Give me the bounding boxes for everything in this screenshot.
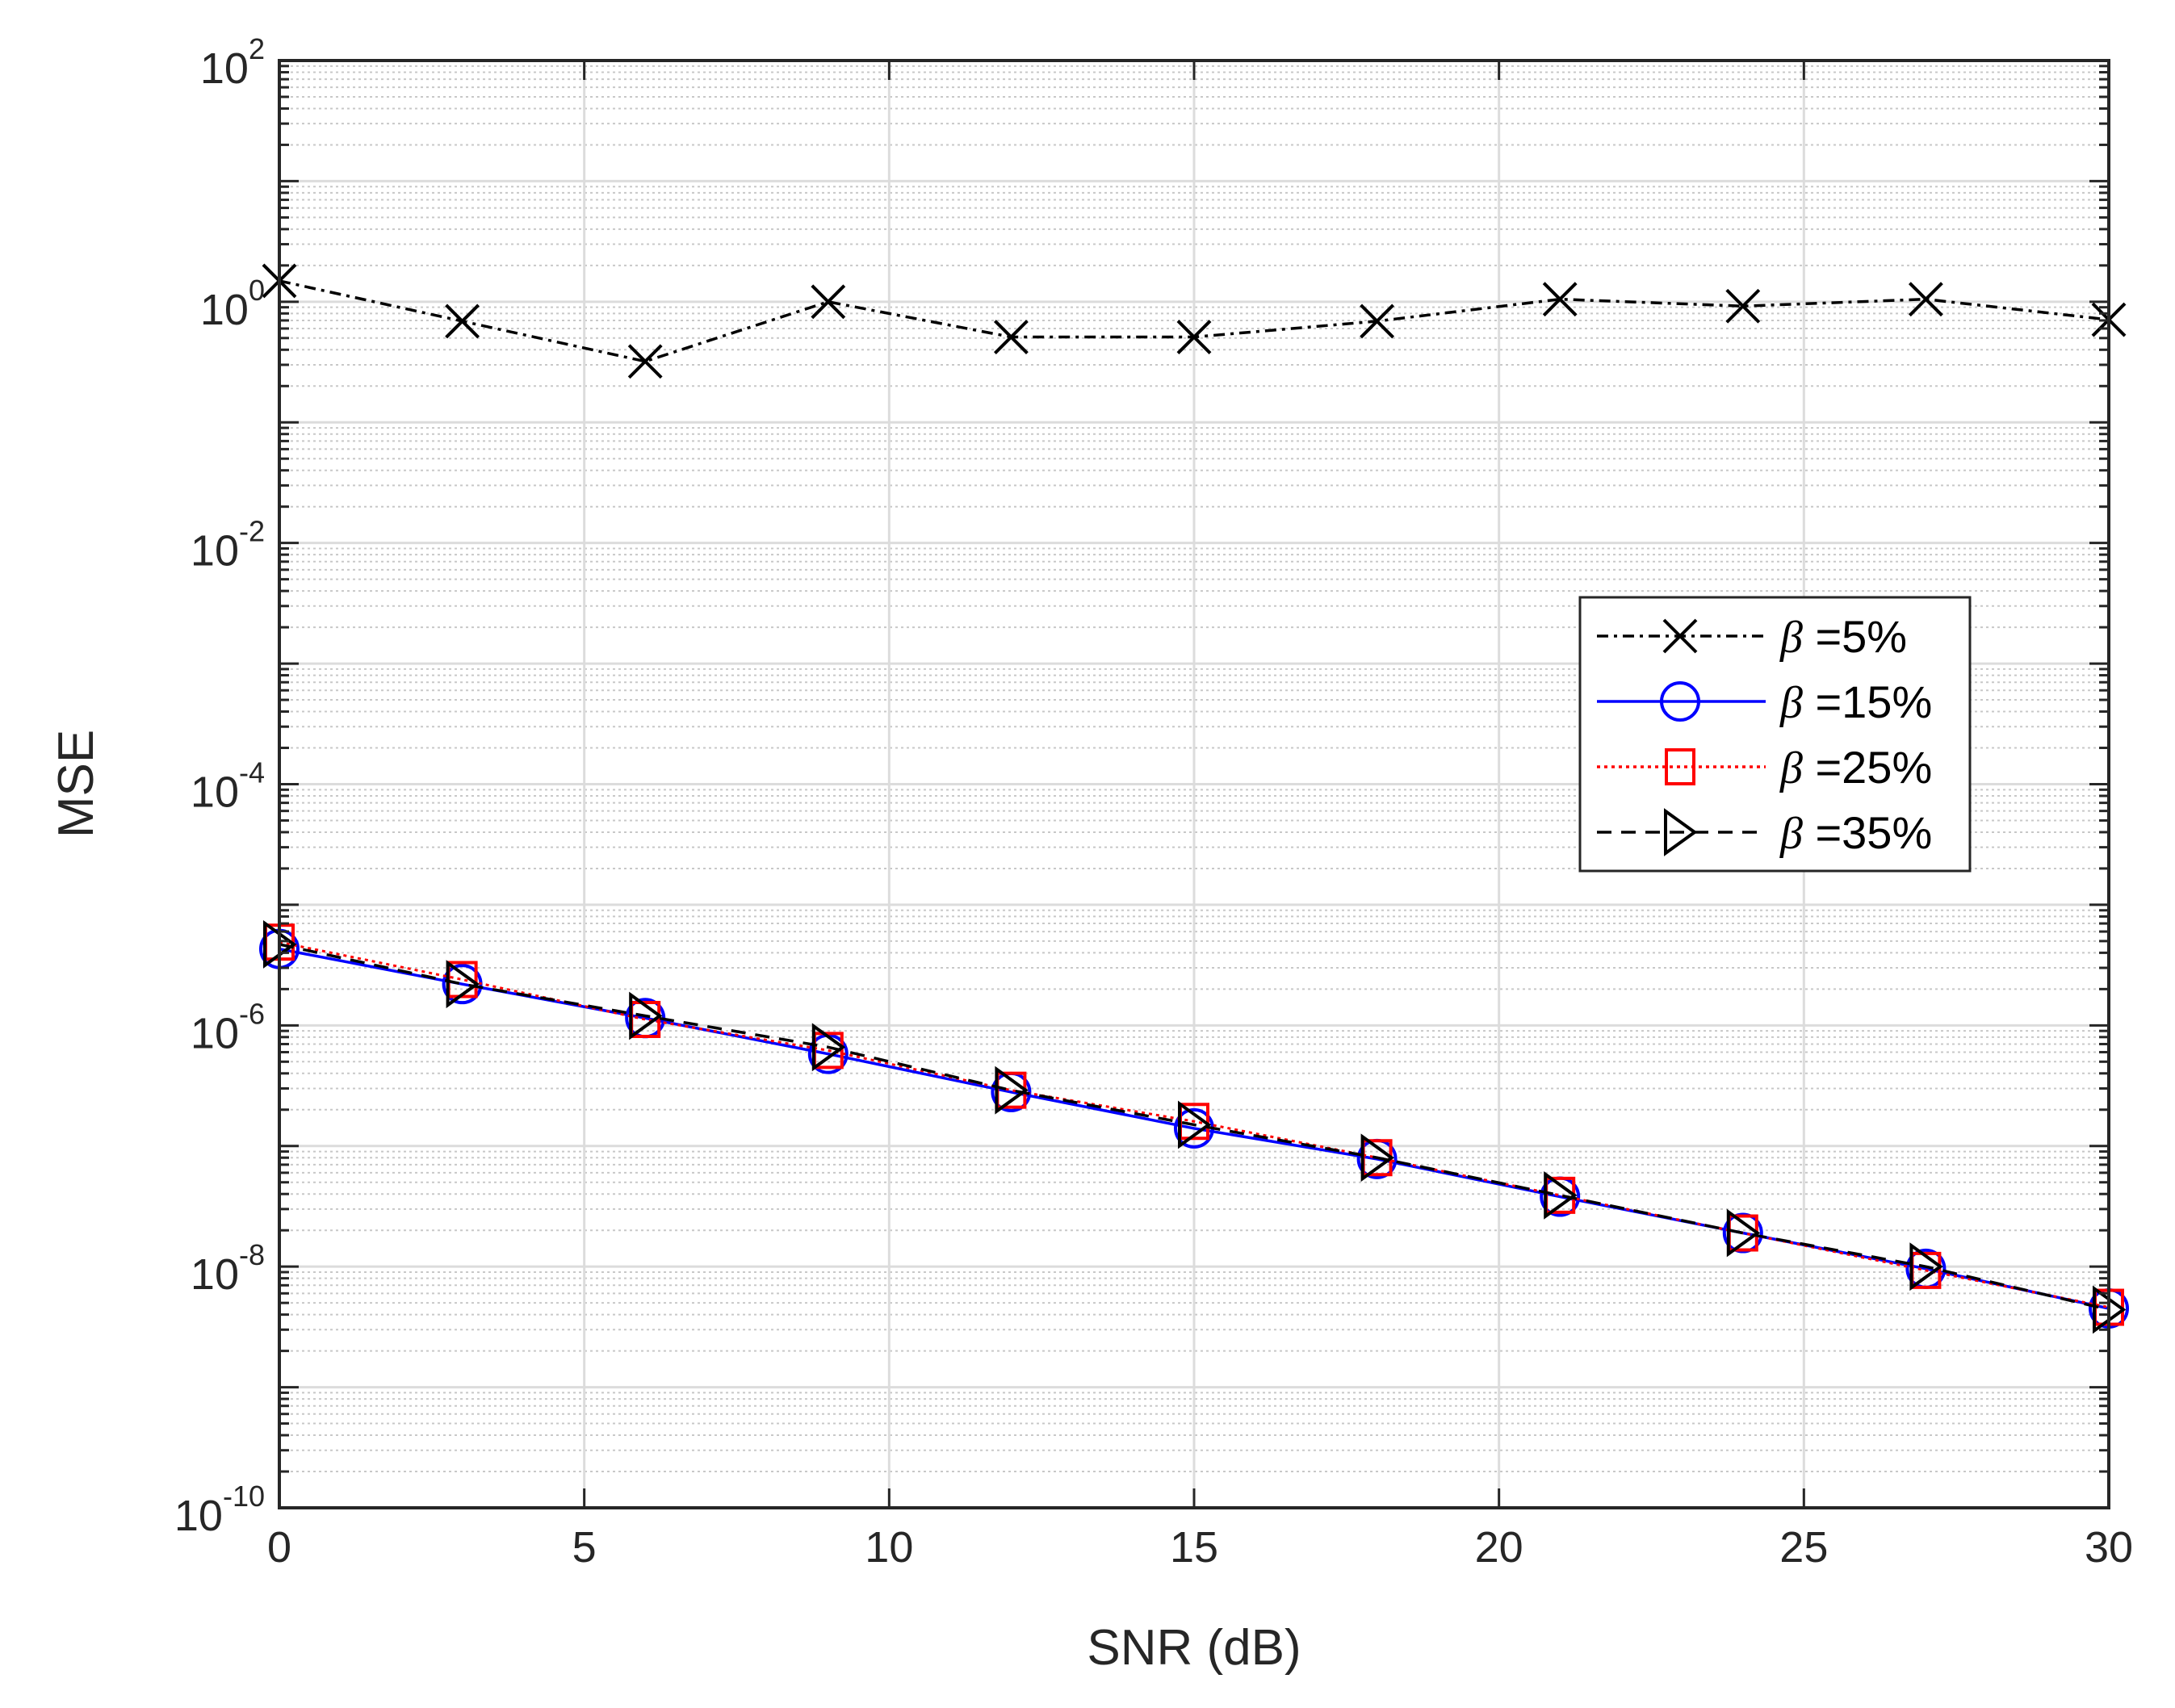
legend-text: =25% (1803, 742, 1932, 793)
y-tick-base: 10 (200, 286, 249, 334)
y-tick-base: 10 (191, 527, 239, 576)
triangle-right-marker (1909, 1242, 1943, 1291)
triangle-right-marker (1178, 1100, 1212, 1149)
x-tick-label: 20 (1475, 1523, 1523, 1572)
x-axis-label: SNR (dB) (1087, 1620, 1301, 1676)
legend-entry: β =35% (1597, 807, 1932, 859)
x-tick-label: 15 (1170, 1523, 1218, 1572)
x-marker (1360, 304, 1395, 339)
x-marker (445, 304, 480, 339)
x-tick-label: 5 (572, 1523, 597, 1572)
series-line (279, 940, 2110, 1309)
y-tick-base: 10 (200, 44, 249, 93)
y-tick-base: 10 (191, 1009, 239, 1057)
y-tick-exponent: -2 (239, 515, 265, 548)
legend-text: =5% (1803, 611, 1907, 662)
triangle-right-marker (995, 1065, 1029, 1115)
y-tick-exponent: 0 (249, 274, 265, 307)
x-tick-label: 0 (267, 1523, 291, 1572)
y-tick-base: 10 (174, 1492, 223, 1540)
legend-beta-symbol: β (1779, 743, 1803, 793)
square-marker (1665, 748, 1695, 785)
y-tick-exponent: -4 (239, 756, 265, 789)
series-line (279, 943, 2110, 1312)
x-marker (1542, 282, 1578, 317)
legend-label: β =5% (1779, 611, 1907, 663)
series-layer (259, 263, 2129, 1334)
triangle-right-marker (811, 1023, 846, 1072)
x-marker (1176, 320, 1212, 354)
y-tick-exponent: 2 (249, 32, 265, 65)
x-tick-label: 30 (2085, 1523, 2133, 1572)
x-marker (627, 344, 663, 379)
legend-beta-symbol: β (1779, 809, 1803, 859)
y-tick-exponent: -6 (239, 997, 265, 1030)
x-marker (811, 284, 846, 320)
x-tick-label: 25 (1779, 1523, 1828, 1572)
x-marker (1662, 618, 1698, 654)
y-tick-label: 102 (200, 32, 265, 93)
legend-beta-symbol: β (1779, 678, 1803, 728)
triangle-right-marker (446, 960, 480, 1009)
y-tick-label: 10-4 (191, 756, 265, 817)
y-tick-label: 100 (200, 274, 265, 334)
y-tick-base: 10 (191, 1250, 239, 1299)
legend-entry: β =25% (1597, 742, 1932, 793)
legend-beta-symbol: β (1779, 613, 1803, 663)
y-axis-label: MSE (48, 730, 104, 838)
triangle-right-marker (629, 991, 663, 1040)
circle-marker (1660, 681, 1700, 722)
legend-label: β =35% (1779, 807, 1932, 859)
triangle-right-marker (1664, 808, 1698, 856)
series-x (262, 263, 2127, 379)
legend-entry: β =5% (1597, 611, 1907, 663)
x-tick-label: 10 (865, 1523, 913, 1572)
y-tick-base: 10 (191, 768, 239, 817)
triangle-right-marker (1726, 1208, 1761, 1258)
legend-box (1578, 596, 1972, 873)
y-tick-exponent: -10 (223, 1480, 265, 1513)
x-marker (993, 320, 1029, 354)
legend-text: =35% (1803, 807, 1932, 858)
y-tick-label: 10-6 (191, 997, 265, 1057)
y-tick-label: 10-10 (174, 1480, 265, 1540)
y-tick-label: 10-8 (191, 1238, 265, 1299)
y-tick-label: 10-2 (191, 515, 265, 576)
y-tick-exponent: -8 (239, 1238, 265, 1271)
legend-text: =15% (1803, 676, 1932, 727)
legend-label: β =25% (1779, 742, 1932, 793)
axes (278, 59, 2110, 1509)
legend: β =5%β =15%β =25%β =35% (1578, 596, 1972, 873)
triangle-right-marker (1360, 1133, 1395, 1183)
legend-label: β =15% (1779, 676, 1932, 728)
legend-entry: β =15% (1597, 676, 1932, 728)
triangle-right-marker (1544, 1170, 1578, 1220)
plot-frame (278, 59, 2110, 1509)
x-marker (1908, 282, 1943, 317)
x-marker (1725, 288, 1761, 324)
